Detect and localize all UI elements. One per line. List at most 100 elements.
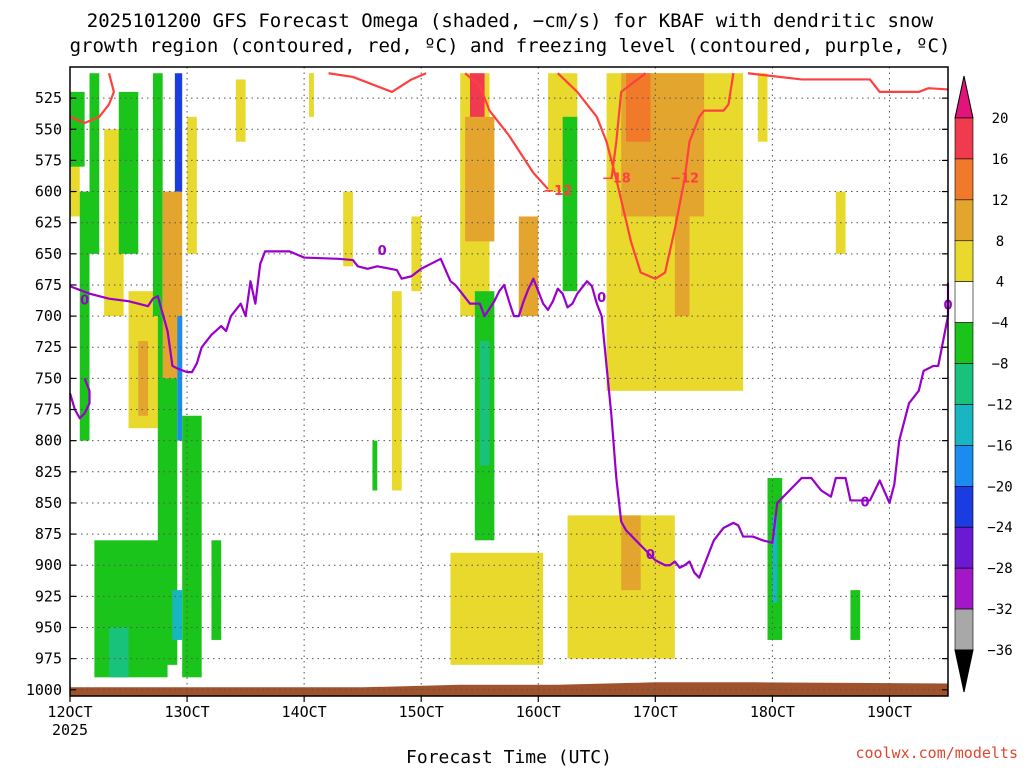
omega-cell-13 — [177, 316, 183, 441]
y-tick-label: 525 — [35, 89, 62, 107]
colorbar-tick-label: 20 — [992, 111, 1009, 127]
omega-cell-34 — [562, 116, 578, 292]
colorbar-bin-8 — [954, 445, 974, 487]
omega-cell-45 — [850, 590, 861, 640]
freezing-contour-label: 0 — [646, 548, 655, 563]
dendritic-growth-contours: −12−12−18 −12 — [69, 72, 949, 280]
omega-cell-24 — [391, 291, 402, 491]
colorbar-tick-label: −20 — [987, 479, 1012, 495]
y-tick-label: 900 — [35, 556, 62, 574]
omega-cell-40 — [674, 216, 690, 317]
dgz-contour-label: −12 — [543, 184, 572, 199]
colorbar-tick-label: −12 — [987, 397, 1012, 413]
y-tick-label: 700 — [35, 307, 62, 325]
omega-cell-28 — [465, 116, 495, 242]
y-tick-label: 675 — [35, 276, 62, 294]
y-tick-label: 825 — [35, 463, 62, 481]
omega-cell-30 — [479, 341, 490, 466]
plot-frame — [69, 66, 949, 697]
omega-cell-15 — [94, 540, 168, 678]
dgz-contour-label: −12 — [543, 184, 572, 199]
x-tick-label: 15OCT — [399, 703, 444, 721]
x-tick-label: 12OCT — [47, 703, 92, 721]
omega-cell-14 — [172, 590, 183, 640]
x-tick-label: 13OCT — [164, 703, 209, 721]
colorbar-bin-4 — [954, 281, 974, 323]
y-tick-label: 875 — [35, 525, 62, 543]
omega-cell-5 — [118, 91, 139, 254]
y-tick-label: 625 — [35, 214, 62, 232]
omega-cell-22 — [343, 191, 353, 267]
omega-cell-8 — [152, 73, 163, 317]
colorbar-tick-label: 12 — [992, 193, 1009, 209]
colorbar-bottom-arrow — [954, 649, 974, 693]
chart-title-line-2: growth region (contoured, red, ºC) and f… — [70, 35, 951, 57]
y-axis: 525 550 575 600 625 650 675 700 725 750 775 800 825 8… — [26, 89, 948, 699]
colorbar-tick-label: 16 — [992, 152, 1009, 168]
y-tick-label: 925 — [35, 587, 62, 605]
colorbar: 20 16 12 8 4 −4 −8 −12 −16 −20 −24 −28 −32 −36 — [954, 75, 1013, 693]
omega-cell-2 — [79, 191, 90, 441]
y-tick-label: 750 — [35, 369, 62, 387]
colorbar-tick-label: 8 — [996, 234, 1004, 250]
omega-cell-25 — [411, 216, 422, 292]
credit-text: coolwx.com/modelts — [855, 744, 1018, 762]
colorbar-tick-label: −32 — [987, 602, 1012, 618]
x-tick-label: 18OCT — [750, 703, 795, 721]
colorbar-top-arrow — [954, 75, 974, 119]
dgz-contour-line-0 — [328, 72, 427, 94]
grid-lines — [69, 67, 948, 696]
omega-cell-19 — [211, 540, 222, 640]
dgz-contour-label: −12 — [670, 172, 699, 187]
dgz-contour-label: −18 — [602, 172, 631, 187]
freezing-contour-line-1 — [449, 277, 950, 579]
freezing-contour-label: 0 — [378, 244, 387, 259]
colorbar-tick-label: −24 — [987, 520, 1012, 536]
y-tick-label: 975 — [35, 650, 62, 668]
omega-cell-17 — [182, 415, 202, 678]
y-tick-label: 850 — [35, 494, 62, 512]
omega-cell-16 — [109, 627, 129, 678]
x-tick-label: 19OCT — [867, 703, 912, 721]
terrain-surface — [70, 682, 948, 696]
omega-cell-1 — [70, 91, 85, 167]
omega-cell-7 — [138, 341, 149, 416]
omega-shading — [70, 73, 861, 678]
y-tick-label: 800 — [35, 432, 62, 450]
omega-cell-20 — [235, 79, 246, 142]
colorbar-bin-2 — [954, 199, 974, 242]
freezing-contour-line-0 — [69, 250, 452, 374]
colorbar-bin-11 — [954, 567, 974, 610]
dgz-contour-line-5 — [610, 72, 647, 180]
dgz-contour-line-3 — [69, 72, 116, 125]
omega-cell-18 — [187, 116, 197, 254]
colorbar-bin-0 — [954, 117, 974, 160]
x-tick-label: 16OCT — [516, 703, 561, 721]
colorbar-tick-label: −8 — [992, 357, 1009, 373]
colorbar-tick-label: 4 — [996, 275, 1004, 291]
colorbar-bin-6 — [954, 363, 974, 405]
omega-cell-41 — [757, 73, 768, 142]
y-tick-label: 725 — [35, 338, 62, 356]
y-tick-label: 600 — [35, 183, 62, 201]
omega-cell-31 — [450, 552, 544, 665]
dgz-contour-line-4 — [747, 72, 949, 94]
colorbar-bin-3 — [954, 240, 974, 282]
colorbar-bin-10 — [954, 526, 974, 569]
x-tick-label: 14OCT — [282, 703, 327, 721]
chart-title-line-1: 2025101200 GFS Forecast Omega (shaded, −… — [87, 10, 934, 32]
dgz-contour-line-1 — [464, 72, 549, 190]
omega-cell-39 — [626, 73, 651, 142]
y-tick-label: 775 — [35, 401, 62, 419]
colorbar-tick-label: −16 — [987, 438, 1012, 454]
colorbar-bin-5 — [954, 322, 974, 364]
colorbar-tick-label: −4 — [992, 316, 1009, 332]
y-tick-label: 575 — [35, 151, 62, 169]
x-tick-sublabel: 2025 — [52, 721, 88, 739]
freezing-contour-label: 0 — [80, 294, 89, 309]
colorbar-tick-label: −28 — [987, 561, 1012, 577]
y-tick-label: 950 — [35, 618, 62, 636]
